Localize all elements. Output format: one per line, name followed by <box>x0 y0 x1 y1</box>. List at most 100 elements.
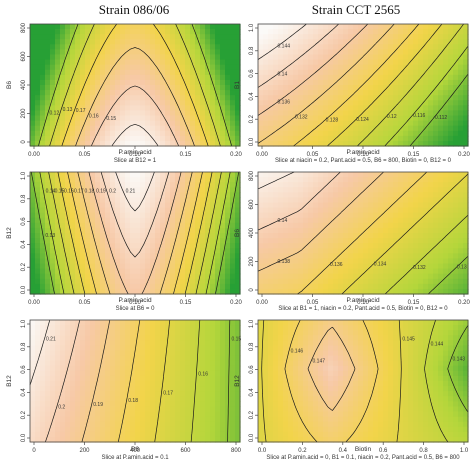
heatmap-cell <box>308 125 314 132</box>
heatmap-cell <box>393 197 399 204</box>
heatmap-cell <box>263 177 269 183</box>
heatmap-cell <box>45 217 51 224</box>
heatmap-cell <box>70 95 76 101</box>
heatmap-cell <box>393 24 399 30</box>
heatmap-cell <box>45 202 51 209</box>
heatmap-cell <box>235 222 241 229</box>
heatmap-cell <box>145 283 151 290</box>
heatmap-cell <box>388 110 394 117</box>
heatmap-cell <box>45 411 51 418</box>
heatmap-cell <box>278 253 284 260</box>
heatmap-cell <box>323 105 329 112</box>
heatmap-cell <box>458 217 464 224</box>
heatmap-cell <box>85 59 91 66</box>
y-axis-label: B12 <box>6 227 13 239</box>
heatmap-cell <box>140 273 146 280</box>
heatmap-cell <box>423 212 429 219</box>
heatmap-cell <box>323 49 329 56</box>
heatmap-cell <box>235 59 241 66</box>
heatmap-cell <box>195 54 201 61</box>
heatmap-cell <box>235 212 241 219</box>
heatmap-cell <box>110 202 116 209</box>
heatmap-cell <box>408 268 414 275</box>
heatmap-cell <box>175 436 181 443</box>
heatmap-cell <box>110 421 116 428</box>
heatmap-cell <box>443 29 449 35</box>
heatmap-cell <box>70 29 76 35</box>
heatmap-cell <box>258 69 264 76</box>
heatmap-cell <box>95 74 101 81</box>
heatmap-cell <box>135 273 141 280</box>
heatmap-cell <box>55 24 61 30</box>
heatmap-cell <box>308 59 314 66</box>
heatmap-cell <box>293 278 299 285</box>
heatmap-cell <box>230 197 236 204</box>
heatmap-cell <box>215 268 221 275</box>
heatmap-cell <box>358 85 364 91</box>
heatmap-cell <box>190 197 196 204</box>
heatmap-cell <box>160 340 166 347</box>
heatmap-cell <box>55 79 61 86</box>
heatmap-cell <box>328 95 334 101</box>
heatmap-cell <box>258 24 264 30</box>
heatmap-cell <box>60 350 66 357</box>
heatmap-cell <box>40 238 46 244</box>
heatmap-cell <box>413 44 419 51</box>
heatmap-cell <box>55 130 61 137</box>
heatmap-cell <box>70 110 76 117</box>
heatmap-cell <box>100 49 106 56</box>
heatmap-cell <box>70 120 76 127</box>
heatmap-cell <box>433 59 439 66</box>
heatmap-cell <box>100 187 106 193</box>
heatmap-cell <box>30 391 36 397</box>
heatmap-cell <box>403 192 409 199</box>
heatmap-cell <box>165 406 171 413</box>
heatmap-cell <box>268 115 274 122</box>
heatmap-cell <box>120 100 126 106</box>
heatmap-cell <box>175 243 181 249</box>
heatmap-cell <box>115 350 121 357</box>
heatmap-cell <box>175 370 181 377</box>
heatmap-cell <box>463 243 469 249</box>
heatmap-cell <box>298 263 304 270</box>
heatmap-cell <box>125 411 131 418</box>
heatmap-cell <box>388 39 394 45</box>
heatmap-cell <box>303 79 309 86</box>
heatmap-cell <box>323 207 329 214</box>
heatmap-cell <box>308 74 314 81</box>
heatmap-cell <box>95 34 101 40</box>
heatmap-cell <box>443 187 449 193</box>
heatmap-cell <box>358 130 364 137</box>
heatmap-cell <box>160 100 166 106</box>
heatmap-cell <box>318 202 324 209</box>
heatmap-cell <box>293 135 299 142</box>
heatmap-cell <box>95 320 101 326</box>
heatmap-cell <box>408 212 414 219</box>
heatmap-cell <box>338 243 344 249</box>
heatmap-cell <box>393 212 399 219</box>
heatmap-cell <box>225 233 231 239</box>
heatmap-cell <box>170 110 176 117</box>
heatmap-cell <box>215 202 221 209</box>
heatmap-cell <box>105 130 111 137</box>
heatmap-cell <box>55 365 61 372</box>
heatmap-cell <box>40 140 46 147</box>
heatmap-cell <box>130 64 136 71</box>
heatmap-cell <box>308 29 314 35</box>
heatmap-cell <box>190 360 196 367</box>
heatmap-cell <box>70 130 76 137</box>
heatmap-cell <box>80 335 86 341</box>
heatmap-cell <box>100 268 106 275</box>
contour-line <box>90 85 180 147</box>
heatmap-cell <box>160 110 166 117</box>
heatmap-cell <box>185 227 191 234</box>
heatmap-cell <box>75 335 81 341</box>
heatmap-cell <box>443 130 449 137</box>
heatmap-cell <box>343 74 349 81</box>
heatmap-cell <box>343 54 349 61</box>
heatmap-cell <box>100 212 106 219</box>
heatmap-cell <box>273 273 279 280</box>
heatmap-cell <box>403 79 409 86</box>
heatmap-cell <box>170 258 176 265</box>
heatmap-cell <box>110 192 116 199</box>
